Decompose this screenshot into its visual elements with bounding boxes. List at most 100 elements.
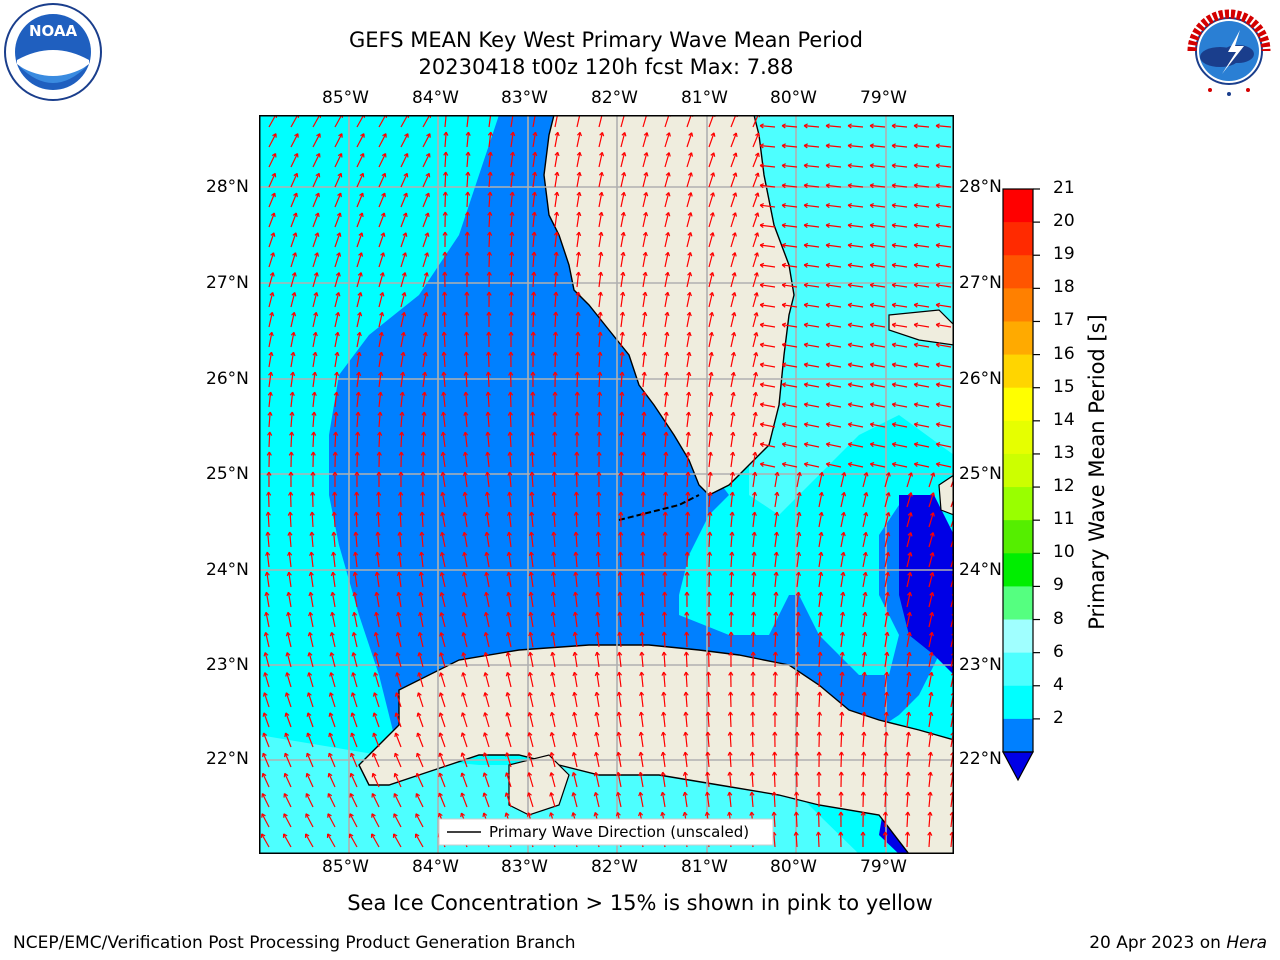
wave-arrow-head [375, 511, 379, 516]
wave-arrow-head [267, 411, 271, 416]
wave-arrow [620, 431, 623, 448]
wave-arrow-head [751, 571, 755, 576]
wave-arrow [619, 551, 622, 568]
wave-arrow-head [730, 431, 734, 436]
wave-arrow [284, 732, 292, 748]
wave-arrow-head [620, 211, 625, 216]
wave-arrow [268, 232, 275, 248]
wave-arrow-head [484, 531, 488, 537]
wave-arrow [818, 632, 822, 648]
lon-label: 83°W [501, 88, 548, 108]
wave-arrow [804, 284, 820, 288]
wave-arrow-head [553, 311, 557, 316]
wave-arrow-head [793, 831, 797, 836]
wave-arrow-head [803, 344, 808, 348]
wave-arrow-head [394, 732, 397, 738]
wave-arrow-head [884, 571, 889, 576]
wave-arrow [826, 264, 842, 268]
wave-arrow [334, 372, 338, 388]
wave-arrow [826, 443, 842, 448]
wave-arrow-head [441, 371, 445, 376]
wave-arrow [422, 292, 428, 308]
wave-arrow-head [869, 164, 874, 169]
wave-arrow [328, 773, 336, 788]
wave-arrow-head [619, 311, 624, 316]
wave-arrow-head [482, 812, 485, 818]
wave-arrow [461, 772, 468, 788]
wave-arrow [596, 632, 600, 648]
wave-arrow [840, 512, 845, 528]
wave-arrow [290, 332, 295, 348]
wave-arrow [378, 392, 382, 408]
wave-arrow [619, 612, 622, 628]
wave-arrow-head [337, 152, 342, 157]
wave-arrow-head [485, 371, 489, 376]
wave-arrow-head [593, 812, 596, 817]
wave-arrow [349, 813, 358, 828]
wave-arrow-head [376, 471, 380, 476]
wave-arrow [554, 272, 557, 288]
wave-arrow [597, 572, 600, 588]
wave-arrow [826, 363, 842, 368]
wave-arrow [928, 572, 934, 588]
wave-arrow-head [487, 171, 491, 176]
wave-arrow-head [530, 311, 535, 316]
wave-arrow [554, 311, 557, 328]
wave-arrow-head [330, 571, 334, 577]
wave-arrow [350, 732, 358, 748]
wave-arrow-head [883, 791, 887, 796]
colorbar-tick-label: 10 [1053, 542, 1075, 563]
wave-arrow [532, 172, 536, 188]
wave-arrow [351, 692, 358, 708]
wave-arrow [483, 732, 490, 748]
wave-arrow-head [869, 304, 874, 308]
wave-arrow-head [861, 671, 866, 676]
wave-arrow [378, 232, 385, 248]
wave-arrow-head [335, 272, 340, 276]
wave-arrow [378, 292, 384, 308]
wave-arrow [664, 212, 670, 228]
wave-arrow-head [576, 151, 581, 156]
wave-arrow-head [639, 651, 643, 656]
wave-arrow [421, 511, 424, 528]
wave-arrow-head [935, 264, 940, 268]
wave-arrow-head [310, 451, 314, 456]
wave-arrow [373, 712, 380, 728]
wave-arrow [510, 172, 514, 188]
wave-arrow [395, 712, 402, 728]
wave-arrow [870, 304, 886, 308]
wave-arrow [509, 452, 512, 468]
wave-arrow [288, 552, 292, 568]
wave-arrow-head [752, 431, 757, 436]
wave-arrow-head [803, 383, 808, 388]
wave-arrow [598, 391, 601, 408]
wave-arrow-head [336, 212, 341, 216]
wave-arrow-head [398, 471, 402, 476]
florida-land [543, 115, 795, 496]
wave-arrow [804, 224, 820, 228]
wave-arrow [686, 272, 691, 288]
wave-arrow-head [935, 443, 940, 448]
wave-arrow [290, 252, 297, 268]
wave-arrow [914, 304, 930, 308]
wave-arrow [826, 125, 842, 128]
wave-arrow-head [781, 244, 786, 248]
wave-arrow-head [460, 792, 463, 798]
lon-label: 85°W [322, 857, 369, 877]
wave-arrow [415, 833, 424, 848]
wave-arrow [751, 771, 754, 788]
wave-arrow-head [358, 232, 363, 236]
wave-arrow-head [773, 571, 777, 576]
wave-arrow-head [803, 363, 808, 368]
wave-arrow-head [290, 371, 294, 376]
wave-arrow-head [643, 172, 648, 176]
colorbar-tick-label: 20 [1053, 211, 1075, 232]
wave-arrow [840, 672, 843, 688]
wave-arrow-head [620, 271, 624, 276]
wave-arrow [439, 752, 446, 768]
wave-arrow-head [552, 371, 556, 376]
wave-arrow-head [771, 771, 775, 776]
wave-arrow [262, 752, 270, 768]
wave-arrow [551, 712, 556, 728]
wave-arrow-head [838, 811, 842, 816]
